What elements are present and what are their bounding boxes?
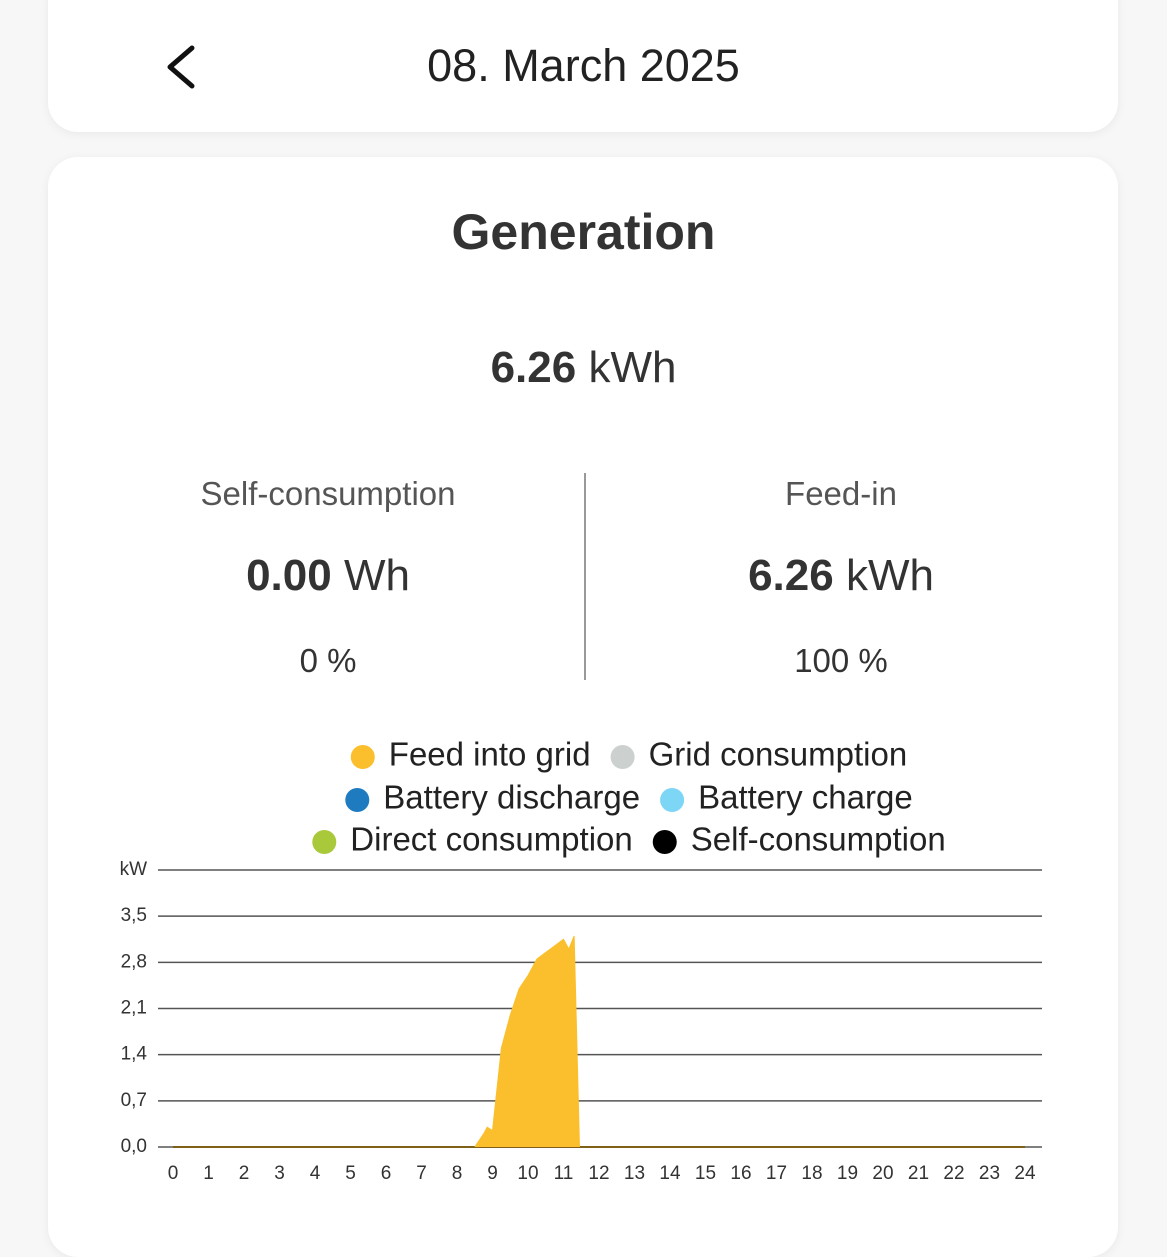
y-tick-label: 3,5 [121, 905, 147, 926]
legend-label: Self-consumption [691, 821, 946, 858]
x-tick-label: 18 [801, 1163, 822, 1184]
generation-card [48, 157, 1118, 1257]
y-tick-label: 0,7 [121, 1090, 147, 1111]
y-axis-label: kW [120, 859, 148, 880]
title: Generation [451, 204, 716, 260]
x-tick-label: 12 [588, 1163, 609, 1184]
legend-label: Feed into grid [389, 736, 591, 773]
legend-row: Feed into grid Grid consumption [350, 736, 908, 773]
total-unit: kWh [588, 343, 677, 392]
legend-row: Direct consumption Self-consumption [312, 821, 946, 858]
y-tick-label: 2,1 [121, 998, 147, 1019]
legend-label: Battery charge [698, 779, 913, 816]
y-tick-label: 0,0 [121, 1136, 147, 1157]
feed-unit: kWh [845, 551, 934, 600]
legend-row: Battery discharge Battery charge [345, 779, 913, 816]
area [173, 935, 1025, 1148]
feed-percent: 100 % [794, 642, 888, 679]
x-tick-label: 5 [345, 1163, 356, 1184]
x-tick-label: 4 [310, 1163, 321, 1184]
self-unit: Wh [343, 551, 410, 600]
date: 08. March 2025 [427, 40, 740, 91]
legend-marker [660, 788, 685, 812]
x-tick-label: 11 [554, 1163, 574, 1184]
x-tick-label: 1 [203, 1163, 214, 1184]
legend-marker [350, 745, 375, 769]
x-tick-label: 2 [239, 1163, 250, 1184]
x-tick-label: 6 [381, 1163, 392, 1184]
x-tick-label: 7 [416, 1163, 427, 1184]
x-tick-label: 16 [730, 1163, 751, 1184]
x-tick-label: 10 [517, 1163, 538, 1184]
feed-amount: 6.26 kWh [641, 551, 1041, 601]
x-tick-label: 3 [274, 1163, 285, 1184]
back-button[interactable] [167, 45, 195, 89]
x-tick-label: 23 [979, 1163, 1000, 1184]
page: 08. March 2025 Generation 6.26 kWh Self-… [0, 0, 1167, 1185]
x-tick-label: 24 [1014, 1163, 1036, 1184]
legend-marker [652, 830, 677, 854]
y-tick-label: 1,4 [121, 1044, 148, 1065]
x-tick-label: 22 [943, 1163, 964, 1184]
self-amount: 0.00 Wh [128, 551, 528, 601]
x-tick-label: 20 [872, 1163, 893, 1184]
x-tick-label: 9 [487, 1163, 498, 1184]
x-tick-label: 14 [659, 1163, 681, 1184]
x-tick-label: 8 [452, 1163, 463, 1184]
legend-marker [345, 788, 370, 812]
legend-marker [610, 745, 635, 769]
x-tick-label: 13 [624, 1163, 645, 1184]
self-label: Self-consumption [200, 475, 456, 512]
x-tick-label: 21 [908, 1163, 929, 1184]
y-tick-label: 2,8 [121, 951, 147, 972]
x-tick-label: 15 [695, 1163, 716, 1184]
total-value: 6.26 [490, 343, 577, 392]
feed-value: 6.26 [748, 551, 834, 600]
self-value: 0.00 [246, 551, 332, 600]
feed-label: Feed-in [785, 475, 897, 512]
x-tick-label: 0 [168, 1163, 179, 1184]
header-card [48, 0, 1118, 132]
chart: kW0,00,71,42,12,83,50 1 2 3 4 5 6 7 8 9 10 11 12 13 14… [120, 736, 1042, 1184]
self-percent: 0 % [299, 642, 357, 679]
total: 6.26 kWh [0, 343, 1167, 393]
legend-label: Direct consumption [350, 821, 632, 858]
legend-marker [312, 830, 337, 854]
legend-label: Grid consumption [649, 736, 908, 773]
overlay [167, 45, 586, 680]
legend-label: Battery discharge [383, 779, 640, 816]
x-tick-label: 19 [837, 1163, 858, 1184]
x-tick-label: 17 [766, 1163, 787, 1184]
